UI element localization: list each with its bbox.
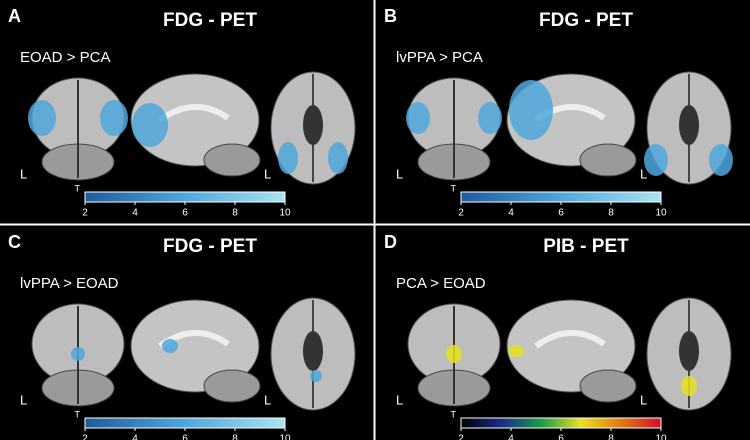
activation xyxy=(328,142,348,174)
side-label: L xyxy=(20,392,27,407)
cerebellum xyxy=(579,369,637,403)
panel-letter: C xyxy=(8,232,21,252)
panel: B FDG - PET lvPPA > PCA L L T 2 4 6 8 10 xyxy=(384,6,733,219)
side-label: L xyxy=(20,166,27,181)
colorbar-label: T xyxy=(75,183,81,193)
colorbar-tick-label: 2 xyxy=(82,434,88,440)
contrast-label: lvPPA > EOAD xyxy=(20,275,119,292)
colorbar-tick-label: 4 xyxy=(508,434,514,440)
colorbar-tick-label: 4 xyxy=(132,434,138,440)
panel-title: PIB - PET xyxy=(543,236,629,257)
panel-title: FDG - PET xyxy=(163,236,257,257)
brain-sagittal xyxy=(130,299,260,393)
side-label: L xyxy=(396,392,403,407)
activation xyxy=(162,339,178,353)
colorbar xyxy=(460,417,662,429)
side-label: L xyxy=(640,166,647,181)
activation xyxy=(509,80,553,140)
colorbar-label: T xyxy=(75,409,81,419)
colorbar-label: T xyxy=(451,183,457,193)
side-label: L xyxy=(640,392,647,407)
activation xyxy=(478,102,502,134)
activation xyxy=(71,347,85,361)
side-label: L xyxy=(396,166,403,181)
contrast-label: EOAD > PCA xyxy=(20,49,110,66)
panel: C FDG - PET lvPPA > EOAD L L T 2 4 6 8 10 xyxy=(8,232,356,440)
colorbar xyxy=(460,191,662,203)
colorbar xyxy=(84,417,286,429)
ventricle xyxy=(679,105,699,145)
side-label: L xyxy=(264,166,271,181)
colorbar-tick-label: 6 xyxy=(182,208,188,219)
brain-sagittal xyxy=(506,299,636,393)
activation xyxy=(278,142,298,174)
cerebellum xyxy=(203,143,261,177)
panel-title: FDG - PET xyxy=(163,10,257,31)
colorbar-tick-label: 10 xyxy=(279,208,291,219)
activation xyxy=(681,376,697,396)
panel-letter: A xyxy=(8,6,21,26)
colorbar-tick-label: 8 xyxy=(232,434,238,440)
ventricle xyxy=(303,331,323,371)
ventricle xyxy=(679,331,699,371)
colorbar-tick-label: 6 xyxy=(558,208,564,219)
cerebellum xyxy=(203,369,261,403)
contrast-label: lvPPA > PCA xyxy=(396,49,483,66)
panel-letter: D xyxy=(384,232,397,252)
colorbar xyxy=(84,191,286,203)
activation xyxy=(132,103,168,147)
colorbar-tick-label: 10 xyxy=(655,434,667,440)
colorbar-tick-label: 8 xyxy=(608,208,614,219)
activation xyxy=(100,100,128,136)
colorbar-tick-label: 2 xyxy=(82,208,88,219)
panel-letter: B xyxy=(384,6,397,26)
ventricle xyxy=(303,105,323,145)
brain-sagittal xyxy=(130,73,260,167)
colorbar-tick-label: 6 xyxy=(558,434,564,440)
colorbar-tick-label: 4 xyxy=(132,208,138,219)
activation xyxy=(310,370,322,382)
activation xyxy=(709,144,733,176)
activation xyxy=(508,345,524,357)
colorbar-tick-label: 2 xyxy=(458,434,464,440)
contrast-label: PCA > EOAD xyxy=(396,275,486,292)
colorbar-tick-label: 6 xyxy=(182,434,188,440)
colorbar-tick-label: 2 xyxy=(458,208,464,219)
activation xyxy=(28,100,56,136)
colorbar-tick-label: 4 xyxy=(508,208,514,219)
colorbar-label: T xyxy=(451,409,457,419)
colorbar-tick-label: 8 xyxy=(608,434,614,440)
activation xyxy=(406,102,430,134)
corpus-callosum xyxy=(534,330,606,349)
corpus-callosum xyxy=(158,104,230,123)
panel-title: FDG - PET xyxy=(539,10,633,31)
activation xyxy=(644,144,668,176)
cerebellum xyxy=(579,143,637,177)
colorbar-tick-label: 10 xyxy=(655,208,667,219)
colorbar-tick-label: 8 xyxy=(232,208,238,219)
panel: D PIB - PET PCA > EOAD L L T 2 4 6 8 10 xyxy=(384,232,732,440)
activation xyxy=(446,345,462,363)
panel: A FDG - PET EOAD > PCA L L T 2 4 6 8 10 xyxy=(8,6,356,219)
side-label: L xyxy=(264,392,271,407)
colorbar-tick-label: 10 xyxy=(279,434,291,440)
